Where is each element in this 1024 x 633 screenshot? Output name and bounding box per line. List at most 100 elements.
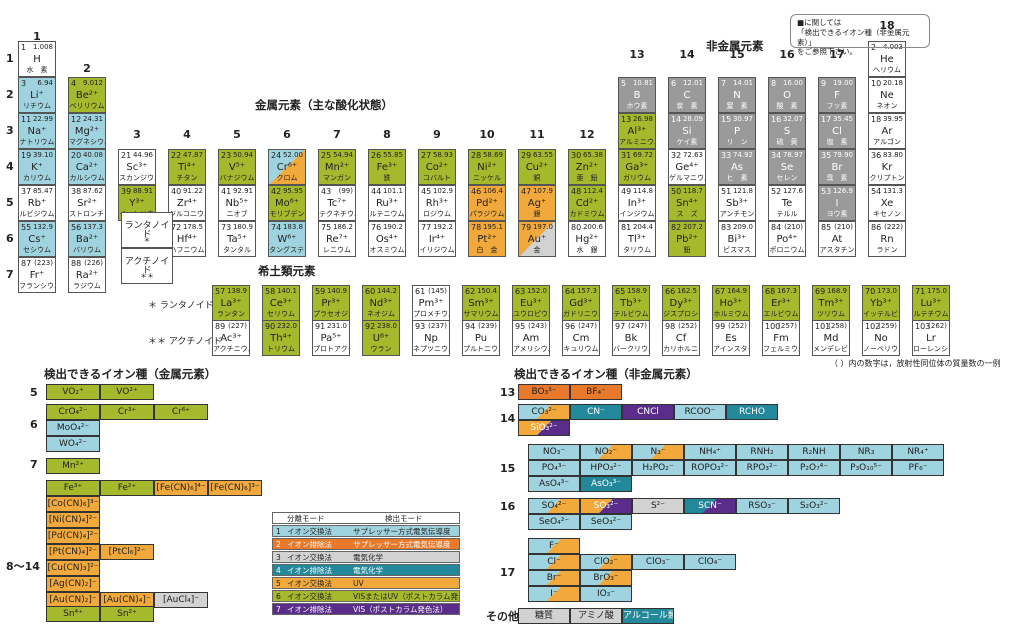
element-31: 31 69.72 Ga³⁺ ガリウム <box>618 149 656 185</box>
legend-det: サプレッサー方式電気伝導度 <box>353 527 451 536</box>
ion-nonmetal-box: S₂O₃²⁻ <box>788 498 840 514</box>
note-line: 「検出できるイオン種（非金属元素）」 <box>797 27 910 47</box>
ion-nonmetal-box: SO₃²⁻ <box>580 498 632 514</box>
atomic-number: 22 <box>171 151 182 160</box>
group-number-3: 3 <box>133 128 141 141</box>
ion-group-label: 8〜14 <box>6 560 40 573</box>
element-name: アインスタイニウム <box>713 345 749 353</box>
element-symbol: O <box>783 90 791 101</box>
atomic-weight: 178.5 <box>182 223 203 231</box>
element-name: スカンジウム <box>119 174 155 182</box>
element-symbol: Lu³⁺ <box>920 298 942 309</box>
element-symbol: Os⁴⁺ <box>375 234 399 245</box>
atomic-weight: (258) <box>828 322 847 330</box>
atomic-weight: 6.94 <box>37 79 53 87</box>
atomic-number: 16 <box>771 115 782 124</box>
element-symbol: Au⁺ <box>527 234 547 245</box>
element-name: 銅 <box>533 174 541 182</box>
atomic-number: 101 <box>815 322 831 331</box>
atomic-weight: 107.9 <box>532 187 553 195</box>
atomic-number: 83 <box>721 223 732 232</box>
atomic-number: 24 <box>271 151 282 160</box>
atomic-weight: 1.008 <box>32 43 53 51</box>
lanthanide-68: 68 167.3 Er³⁺ エルビウム <box>762 285 800 321</box>
atomic-number: 17 <box>821 115 832 124</box>
atomic-number: 78 <box>471 223 482 232</box>
atomic-number: 60 <box>365 287 376 296</box>
ion-metal-box: [Fe(CN)₆]⁴⁻ <box>154 480 208 496</box>
atomic-number: 37 <box>21 187 32 196</box>
atomic-number: 95 <box>515 322 526 331</box>
period-number-2: 2 <box>6 88 14 101</box>
group-number-9: 9 <box>433 128 441 141</box>
atomic-number: 3 <box>21 79 27 88</box>
atomic-weight: 78.97 <box>782 151 803 159</box>
atomic-number: 90 <box>265 322 276 331</box>
element-name: バークリウム <box>613 345 649 353</box>
atomic-weight: 200.6 <box>582 223 603 231</box>
lanthanide-69: 69 168.9 Tm³⁺ ツリウム <box>812 285 850 321</box>
atomic-number: 34 <box>771 151 782 160</box>
lanthanide-67: 67 164.9 Ho³⁺ ホルミウム <box>712 285 750 321</box>
ion-nonmetal-box: PO₄³⁻ <box>528 460 580 476</box>
ion-nonmetal-box: NR₄⁺ <box>892 444 944 460</box>
ion-metal-box: [AuCl₄]⁻ <box>154 592 208 608</box>
element-name: 白 金 <box>476 246 498 254</box>
atomic-number: 48 <box>571 187 582 196</box>
group-number-11: 11 <box>529 128 545 141</box>
element-name: ラドン <box>876 246 898 254</box>
element-symbol: Ru³⁺ <box>375 198 399 209</box>
element-symbol: Ne <box>880 90 894 101</box>
group-number-14: 14 <box>679 48 695 61</box>
nonmetal-title: 非金属元素 <box>706 39 764 53</box>
atomic-number: 57 <box>215 287 226 296</box>
atomic-weight: 150.4 <box>476 287 497 295</box>
element-3: 3 6.94 Li⁺ リチウム <box>18 77 56 113</box>
actinide-102: 102(259) Noノーベリウム <box>862 320 900 356</box>
atomic-number: 102 <box>865 322 881 331</box>
legend-mode: イオン排除法 <box>287 605 332 614</box>
element-symbol: Ge⁴⁺ <box>675 162 699 173</box>
actinide-100: 100(257) Fmフェルミウム <box>762 320 800 356</box>
ion-metal-box: [Ni(CN)₄]²⁻ <box>46 512 100 528</box>
ion-group-label: 13 <box>500 386 516 399</box>
ion-metal-box: Cr⁶⁺ <box>154 404 208 420</box>
ion-metal-box: Fe³⁺ <box>46 480 100 496</box>
element-37: 37 85.47 Rb⁺ ルビジウム <box>18 185 56 221</box>
element-symbol: I <box>835 198 839 209</box>
atomic-weight: 144.2 <box>376 287 397 295</box>
ion-nonmetal-box: F⁻ <box>528 538 580 554</box>
element-55: 55 132.9 Cs⁺ セシウム <box>18 221 56 257</box>
element-symbol: Li⁺ <box>30 90 44 101</box>
ion-nonmetal-box: CN⁻ <box>570 404 622 420</box>
lanthanide-65: 65 158.9 Tb³⁺ テルビウム <box>612 285 650 321</box>
atomic-weight: 47.87 <box>182 151 203 159</box>
atomic-weight: 231.0 <box>326 322 347 330</box>
group-number-5: 5 <box>233 128 241 141</box>
atomic-number: 30 <box>571 151 582 160</box>
ion-nonmetal-box: CNCl <box>622 404 674 420</box>
element-name: ジスプロシウム <box>663 310 699 318</box>
legend-num: 1 <box>276 527 281 536</box>
legend-mode: イオン交換法 <box>287 592 332 601</box>
element-name: エルビウム <box>763 310 799 318</box>
element-name: 窒 素 <box>726 102 748 110</box>
element-symbol: U⁶⁺ <box>372 333 390 344</box>
element-symbol: Ir⁴⁺ <box>428 234 446 245</box>
element-symbol: P <box>733 126 741 137</box>
atomic-weight: 132.9 <box>32 223 53 231</box>
legend-det: 電気化学 <box>353 553 383 562</box>
atomic-weight: (252) <box>678 322 697 330</box>
element-name: 亜 鉛 <box>576 174 598 182</box>
ion-metal-box: Fe²⁺ <box>100 480 154 496</box>
atomic-number: 65 <box>615 287 626 296</box>
atomic-weight: 190.2 <box>382 223 403 231</box>
element-name: フランシウム <box>19 282 55 290</box>
element-symbol: Re⁷⁺ <box>326 234 348 245</box>
atomic-number: 40 <box>171 187 182 196</box>
ion-group-label: 7 <box>30 458 38 471</box>
atomic-number: 84 <box>771 223 782 232</box>
atomic-weight: 158.9 <box>626 287 647 295</box>
